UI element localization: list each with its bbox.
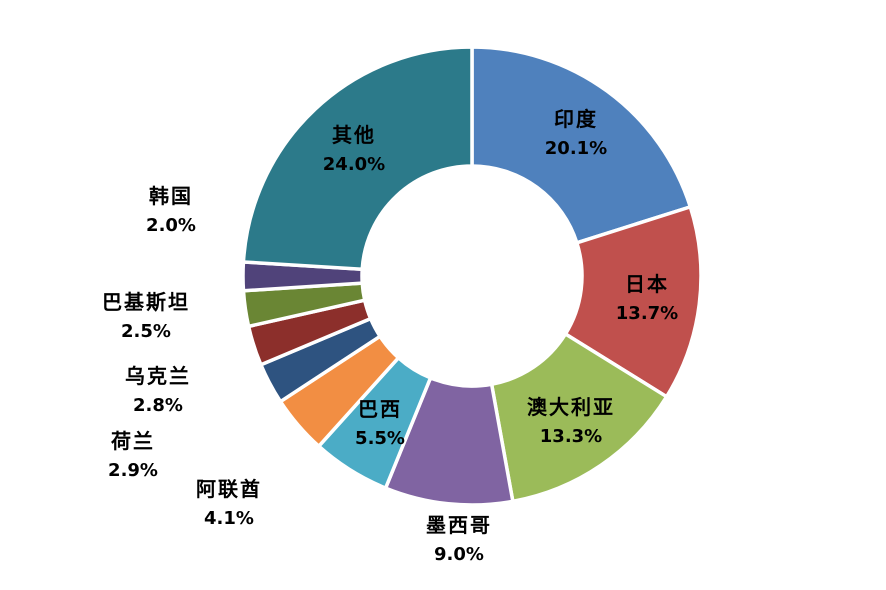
slice-india	[470, 45, 693, 245]
slice-others	[241, 45, 474, 272]
slice-japan	[563, 205, 703, 399]
slice-australia	[489, 332, 669, 504]
